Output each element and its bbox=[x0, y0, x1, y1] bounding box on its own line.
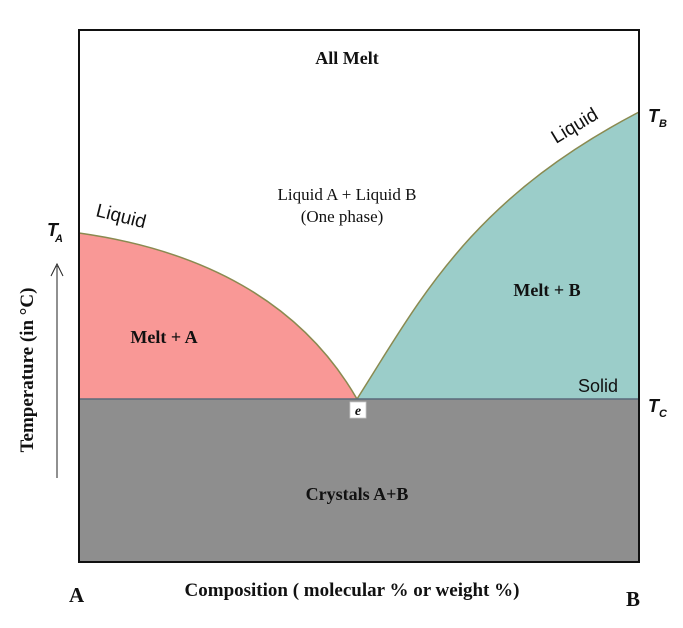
solid-label: Solid bbox=[578, 376, 618, 396]
one-phase-label: (One phase) bbox=[301, 207, 384, 226]
melt-a-region bbox=[79, 233, 357, 399]
melt-a-label: Melt + A bbox=[130, 327, 197, 347]
ta-mark: TA bbox=[47, 220, 63, 245]
plot-frame bbox=[78, 29, 640, 563]
axis-end-b: B bbox=[626, 587, 640, 611]
melt-b-label: Melt + B bbox=[513, 280, 580, 300]
tb-mark: TB bbox=[648, 106, 667, 130]
left-liquidus-curve bbox=[78, 232, 358, 400]
all-melt-label: All Melt bbox=[315, 48, 378, 68]
temperature-arrow-head-icon bbox=[50, 262, 64, 277]
crystals-label: Crystals A+B bbox=[306, 484, 409, 504]
axis-end-a: A bbox=[69, 583, 85, 607]
tc-mark: TC bbox=[648, 396, 668, 420]
left-liquid-label: Liquid bbox=[94, 200, 148, 233]
composition-axis-label: Composition ( molecular % or weight %) bbox=[185, 580, 520, 601]
liquid-a-liquid-b-label: Liquid A + Liquid B bbox=[278, 185, 417, 204]
eutectic-label-box bbox=[349, 401, 367, 419]
right-liquidus-curve bbox=[356, 111, 640, 400]
eutectic-label: e bbox=[355, 404, 361, 419]
crystals-region bbox=[79, 399, 639, 562]
temperature-axis-label: Temperature (in °C) bbox=[17, 288, 38, 453]
melt-b-region bbox=[357, 112, 639, 399]
